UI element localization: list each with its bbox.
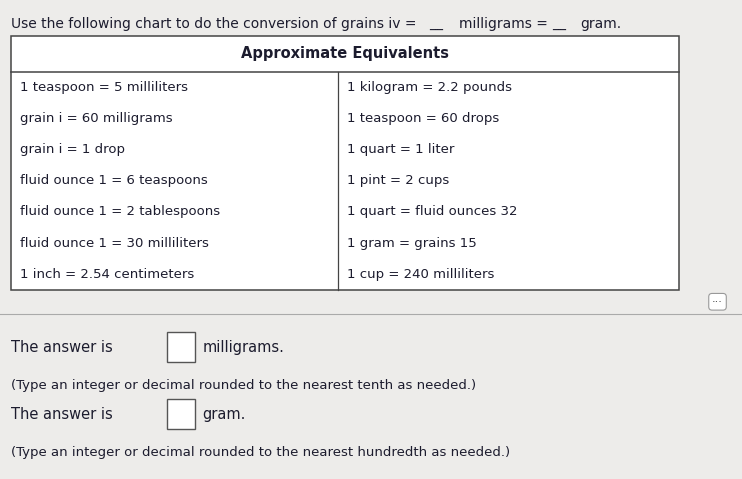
- Text: grain i = 60 milligrams: grain i = 60 milligrams: [20, 112, 173, 125]
- Text: gram.: gram.: [580, 17, 621, 31]
- Text: __: __: [429, 17, 443, 31]
- Text: 1 quart = 1 liter: 1 quart = 1 liter: [347, 143, 454, 156]
- Bar: [167, 332, 195, 362]
- Text: fluid ounce 1 = 30 milliliters: fluid ounce 1 = 30 milliliters: [20, 237, 209, 250]
- Text: 1 inch = 2.54 centimeters: 1 inch = 2.54 centimeters: [20, 268, 194, 281]
- Text: 1 teaspoon = 60 drops: 1 teaspoon = 60 drops: [347, 112, 499, 125]
- Text: grain i = 1 drop: grain i = 1 drop: [20, 143, 125, 156]
- Text: fluid ounce 1 = 6 teaspoons: fluid ounce 1 = 6 teaspoons: [20, 174, 208, 187]
- Text: 1 quart = fluid ounces 32: 1 quart = fluid ounces 32: [347, 205, 517, 218]
- Text: Approximate Equivalents: Approximate Equivalents: [241, 46, 449, 61]
- Text: milligrams.: milligrams.: [203, 340, 284, 355]
- Text: 1 gram = grains 15: 1 gram = grains 15: [347, 237, 476, 250]
- Text: ···: ···: [712, 297, 723, 307]
- Text: 1 pint = 2 cups: 1 pint = 2 cups: [347, 174, 449, 187]
- Text: 1 cup = 240 milliliters: 1 cup = 240 milliliters: [347, 268, 494, 281]
- Text: The answer is: The answer is: [11, 407, 113, 422]
- Text: The answer is: The answer is: [11, 340, 113, 355]
- Text: (Type an integer or decimal rounded to the nearest hundredth as needed.): (Type an integer or decimal rounded to t…: [11, 446, 510, 459]
- Bar: [167, 399, 195, 429]
- Text: 1 kilogram = 2.2 pounds: 1 kilogram = 2.2 pounds: [347, 81, 511, 94]
- Text: __: __: [552, 17, 566, 31]
- Text: 1 teaspoon = 5 milliliters: 1 teaspoon = 5 milliliters: [20, 81, 188, 94]
- Text: fluid ounce 1 = 2 tablespoons: fluid ounce 1 = 2 tablespoons: [20, 205, 220, 218]
- Text: (Type an integer or decimal rounded to the nearest tenth as needed.): (Type an integer or decimal rounded to t…: [11, 379, 476, 392]
- Text: milligrams =: milligrams =: [459, 17, 548, 31]
- Text: gram.: gram.: [203, 407, 246, 422]
- Text: Use the following chart to do the conversion of grains iv =: Use the following chart to do the conver…: [11, 17, 416, 31]
